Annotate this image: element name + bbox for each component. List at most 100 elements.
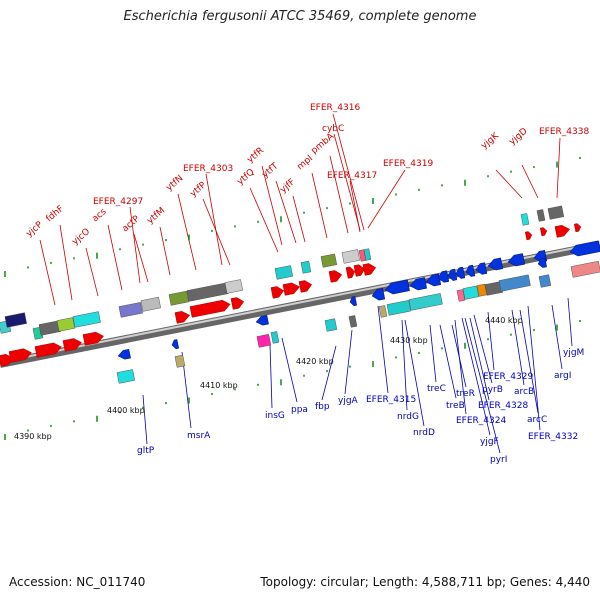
gene-block <box>538 274 552 288</box>
gene-block <box>507 253 525 267</box>
gene-block <box>4 312 27 328</box>
gene-label: acs <box>91 207 109 225</box>
gene-block <box>274 265 293 280</box>
gene-label: pmbA <box>310 131 337 156</box>
gene-block <box>186 282 229 302</box>
leader-line <box>261 165 283 246</box>
gene-label: ytfN <box>165 174 186 194</box>
gene-block <box>570 260 600 278</box>
gene-block <box>116 369 135 384</box>
gene-label: pyrI <box>490 455 507 465</box>
gene-block <box>409 277 427 291</box>
leader-line <box>464 317 501 454</box>
gene-label: mpl <box>296 154 315 173</box>
gene-block <box>300 260 312 274</box>
scale-labels: 4390 kbp 4400 kbp 4410 kbp 4420 kbp 4430… <box>14 316 523 441</box>
leader-line <box>311 172 328 239</box>
gene-arrow <box>362 263 377 276</box>
leader-line <box>429 324 437 383</box>
gene-label: yjgK <box>480 130 502 151</box>
gene-block <box>475 262 488 275</box>
gene-block <box>520 213 530 226</box>
gene-arrow <box>174 311 191 324</box>
gene-block <box>174 354 186 368</box>
gene-arrow <box>353 264 366 277</box>
leader-line <box>567 297 573 347</box>
leader-line <box>59 224 73 301</box>
scale-label: 4400 kbp <box>107 406 145 415</box>
gene-block <box>536 209 546 222</box>
leader-line <box>269 344 273 409</box>
leader-line <box>159 226 171 276</box>
gene-label: ytfT <box>261 161 281 180</box>
leader-line <box>551 304 563 370</box>
gene-block <box>255 315 269 326</box>
leader-line <box>333 133 361 231</box>
gene-label: EFER_4332 <box>528 432 578 442</box>
gene-arrow <box>328 270 343 283</box>
gene-label: EFER_4303 <box>183 164 233 174</box>
gene-block <box>118 302 143 318</box>
leader-line <box>401 319 408 411</box>
gene-block <box>386 300 411 316</box>
gene-label: insG <box>265 411 285 421</box>
leader-line <box>85 247 99 297</box>
gene-label: yjgM <box>563 348 584 358</box>
leader-line <box>495 169 523 199</box>
gene-block <box>537 257 547 268</box>
leader-line <box>469 317 490 401</box>
gene-block <box>140 296 161 312</box>
gene-label: arcB <box>514 387 534 397</box>
gene-label: EFER_4317 <box>327 171 377 181</box>
gene-label: EFER_4315 <box>366 395 416 405</box>
gene-label: yjgA <box>338 396 359 406</box>
leader-line <box>329 155 349 234</box>
leader-line <box>202 198 231 266</box>
gene-block <box>462 285 480 300</box>
leader-line <box>344 329 353 395</box>
gene-label: EFER_4328 <box>478 401 528 411</box>
gene-block <box>363 248 372 261</box>
leader-line <box>177 193 197 271</box>
gene-label: yjgD <box>508 126 530 147</box>
gene-block <box>456 289 466 302</box>
gene-block <box>437 270 450 283</box>
gene-label: actP <box>121 214 143 235</box>
leader-line <box>142 394 148 445</box>
leader-line <box>133 233 149 283</box>
leader-line <box>439 324 457 399</box>
leader-line <box>487 311 495 371</box>
leader-line <box>249 187 279 253</box>
gene-block <box>171 339 179 350</box>
gene-block <box>72 311 101 328</box>
gene-label: argI <box>554 371 571 381</box>
gene-label: nrdG <box>397 412 419 422</box>
gene-block <box>487 257 504 271</box>
leader-line <box>39 239 56 306</box>
gene-label: cybC <box>322 124 344 134</box>
leader-line <box>332 113 365 231</box>
leader-line <box>473 314 493 384</box>
leader-line <box>281 337 298 403</box>
gene-features <box>0 205 600 384</box>
gene-block <box>371 288 386 301</box>
gene-block <box>384 279 410 295</box>
page-title: Escherichia fergusonii ATCC 35469, compl… <box>123 9 477 24</box>
leader-line <box>321 345 337 401</box>
gene-arrow <box>524 231 533 241</box>
gene-block <box>348 315 358 328</box>
scale-label: 4440 kbp <box>485 316 523 325</box>
gene-arrow <box>34 342 62 358</box>
gene-label: ytfP <box>189 180 209 199</box>
scale-label: 4420 kbp <box>296 357 334 366</box>
gene-arrow <box>189 299 231 318</box>
gene-block <box>425 273 442 287</box>
scale-ticks <box>4 156 581 441</box>
reverse-gene-labels: gltP msrA insG ppa fbp yjgA EFER_4315 nr… <box>137 348 584 465</box>
leader-line <box>292 195 306 243</box>
gene-label: ytfQ <box>236 167 257 187</box>
gene-label: gltP <box>137 446 155 456</box>
gene-label: arcC <box>527 415 547 425</box>
gene-label: treR <box>456 389 475 399</box>
